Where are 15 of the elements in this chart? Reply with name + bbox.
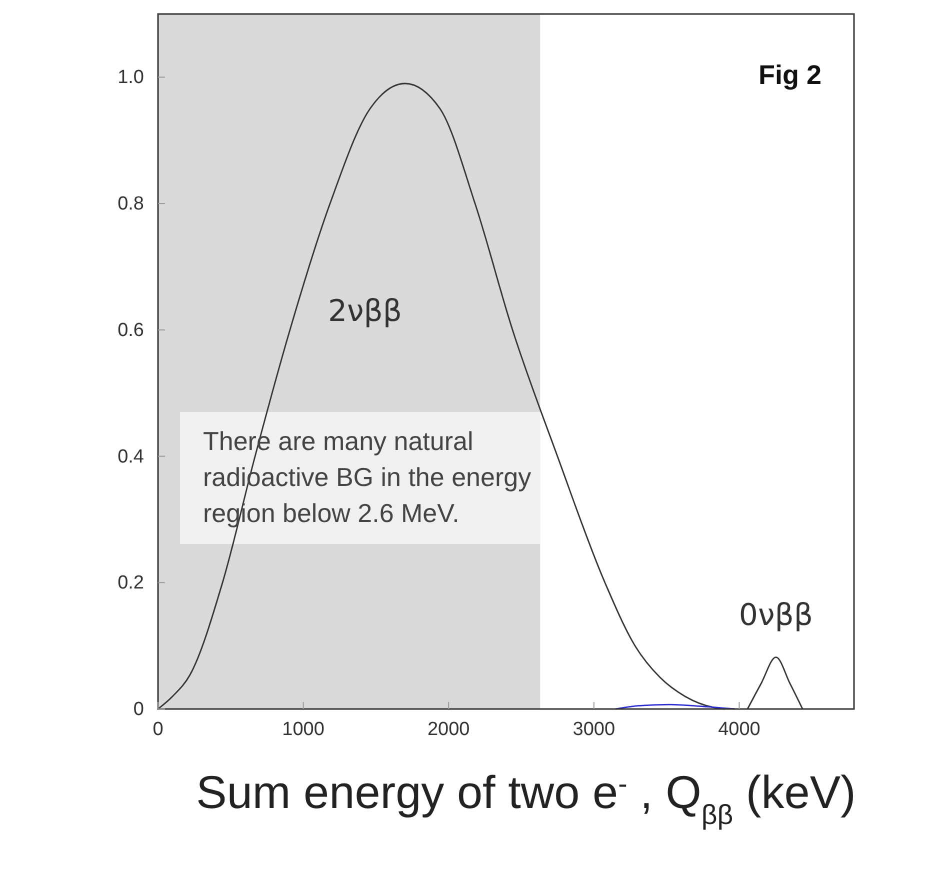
- x-tick-label: 2000: [427, 719, 470, 740]
- y-tick-label: 0: [133, 699, 144, 720]
- series-label: 2νββ: [328, 294, 402, 330]
- series-label: 0νββ: [738, 598, 814, 634]
- y-tick-label: 0.2: [118, 572, 144, 594]
- y-tick-label: 1.0: [118, 67, 144, 88]
- y-tick-label: 0.4: [118, 446, 144, 468]
- x-axis-title: Sum energy of two e$^{-}$ , Q$_{ββ}$ (keV): [196, 766, 856, 830]
- y-tick-label: 0.6: [118, 320, 144, 341]
- x-tick-label: 0: [152, 719, 164, 740]
- y-tick-label: 0.8: [118, 194, 144, 215]
- x-tick-label: 4000: [718, 719, 760, 740]
- text: Fig 2: [758, 60, 822, 90]
- x-tick-label: 3000: [572, 719, 616, 740]
- x-tick-label: 1000: [282, 719, 324, 740]
